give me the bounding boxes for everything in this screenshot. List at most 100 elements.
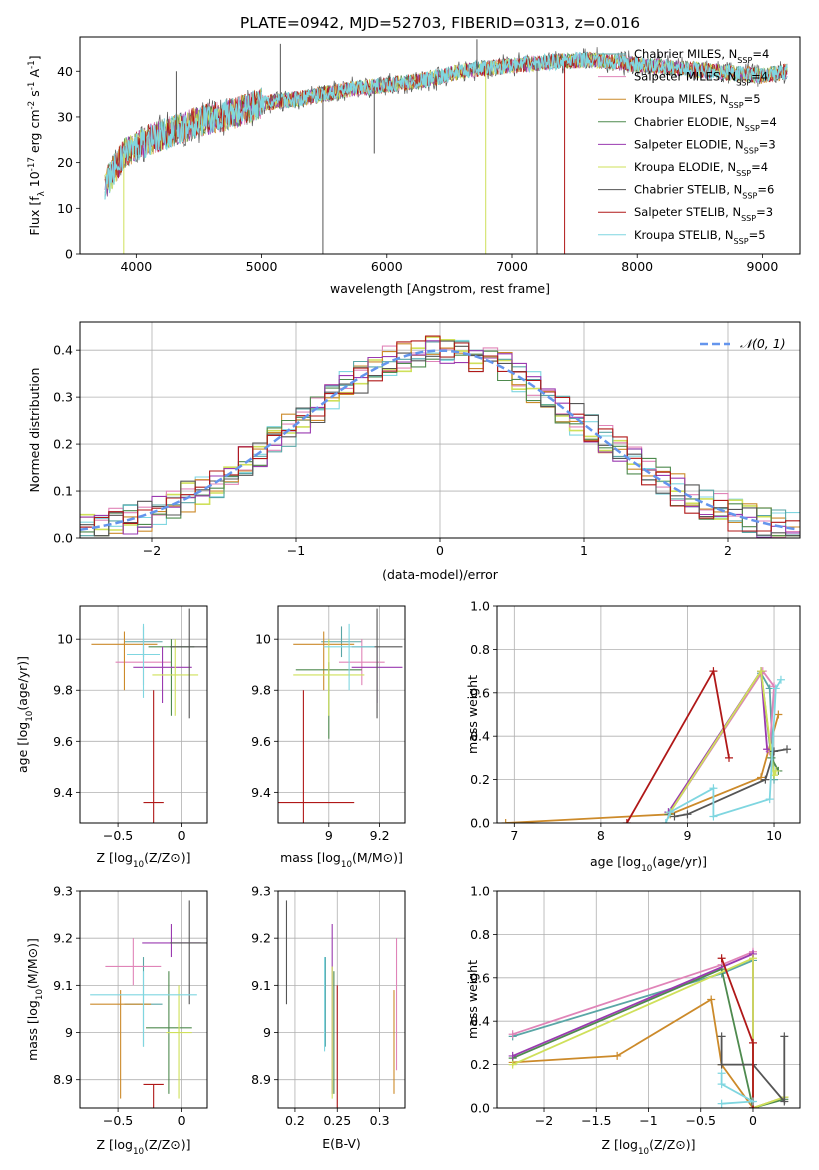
y-tick-label: 8.9 <box>251 1072 271 1087</box>
y-axis-label: Flux [fλ 10-17 erg cm-2 s-1 A-1] <box>27 55 47 235</box>
weight-marker <box>783 745 792 754</box>
weight-marker <box>666 808 675 817</box>
y-tick-label: 0.0 <box>470 1101 490 1116</box>
x-tick-label: 0 <box>178 828 186 843</box>
y-tick-label: 10 <box>255 632 271 647</box>
weight-marker <box>709 784 718 793</box>
panel-mass-vs-EBV: 0.2 0.25 0.3 8.9 9 9.1 9.2 9.3 E(B-V) <box>251 884 406 1151</box>
spectrum-line-5 <box>104 52 788 192</box>
legend-label: Kroupa ELODIE, NSSP=4 <box>634 160 768 178</box>
weight-marker <box>748 1097 757 1106</box>
y-tick-label: 10 <box>57 632 73 647</box>
x-axis-label: (data-model)/error <box>382 567 499 582</box>
axes-frame <box>277 605 406 824</box>
axes-frame <box>79 890 208 1109</box>
y-axis-label: Normed distribution <box>27 368 42 493</box>
weight-marker <box>670 812 679 821</box>
y-axis-label: mass weight <box>465 675 480 754</box>
x-tick-label: 7000 <box>496 259 528 274</box>
y-tick-label: 0.6 <box>470 685 490 700</box>
weight-marker <box>683 810 692 819</box>
y-tick-label: 8.9 <box>53 1072 73 1087</box>
x-tick-label: 9 <box>683 828 691 843</box>
panel-residuals: −2 −1 0 1 2 0.0 0.1 0.2 0.3 0.4 (data-model)/error… <box>27 321 801 582</box>
y-axis-label: mass weight <box>465 960 480 1039</box>
y-tick-label: 1.0 <box>470 599 490 614</box>
x-axis-label: Z [log10(Z/Z⊙)] <box>601 1137 695 1157</box>
panel-spectrum: 4000 5000 6000 7000 8000 9000 0 10 20 30 40 wavelen… <box>27 36 801 296</box>
x-tick-label: −1.5 <box>581 1113 611 1128</box>
y-tick-label: 0.3 <box>53 390 73 405</box>
x-tick-label: 9.2 <box>370 828 390 843</box>
x-tick-label: 0.2 <box>285 1113 305 1128</box>
x-tick-label: 10 <box>766 828 782 843</box>
x-tick-label: 7 <box>510 828 518 843</box>
weight-marker <box>717 1080 726 1089</box>
weight-marker <box>771 684 780 693</box>
plot-area <box>90 900 207 1108</box>
legend-label: Salpeter STELIB, NSSP=3 <box>634 205 773 223</box>
y-tick-label: 0.4 <box>470 1014 490 1029</box>
x-axis-label: Z [log10(Z/Z⊙)] <box>96 1137 190 1157</box>
legend-label: Salpeter MILES, NSSP=4 <box>634 70 768 88</box>
x-tick-label: −0.5 <box>103 828 133 843</box>
legend-label: Kroupa MILES, NSSP=5 <box>634 92 761 110</box>
weight-line-0 <box>669 671 775 813</box>
y-tick-label: 30 <box>57 109 73 124</box>
plot-area <box>91 608 207 823</box>
weight-marker <box>757 773 766 782</box>
x-axis-label: age [log10(age/yr)] <box>590 854 707 874</box>
figure-title: PLATE=0942, MJD=52703, FIBERID=0313, z=0… <box>240 14 640 32</box>
x-tick-label: −1 <box>287 543 305 558</box>
y-tick-label: 0.4 <box>470 729 490 744</box>
y-tick-label: 10 <box>57 201 73 216</box>
weight-marker <box>765 795 774 804</box>
y-tick-label: 9.1 <box>251 978 271 993</box>
weight-marker <box>770 747 779 756</box>
legend-label: 𝒩(0, 1) <box>740 336 786 351</box>
weight-marker <box>508 1030 517 1039</box>
y-tick-label: 0.2 <box>470 1057 490 1072</box>
spectrum-line-8 <box>104 51 788 200</box>
y-tick-label: 9.4 <box>53 785 73 800</box>
y-tick-label: 9.1 <box>53 978 73 993</box>
x-tick-label: 0.3 <box>370 1113 390 1128</box>
weight-marker <box>717 954 726 963</box>
x-tick-label: 0 <box>749 1113 757 1128</box>
y-tick-label: 0.0 <box>470 816 490 831</box>
y-tick-label: 0.0 <box>53 531 73 546</box>
weight-marker <box>757 667 766 676</box>
x-tick-label: 0.25 <box>323 1113 351 1128</box>
weight-marker <box>725 753 734 762</box>
x-tick-label: 8000 <box>621 259 653 274</box>
legend-label: Chabrier ELODIE, NSSP=4 <box>634 115 777 133</box>
axes-frame <box>496 605 801 824</box>
y-tick-label: 0.8 <box>470 927 490 942</box>
legend-label: Salpeter ELODIE, NSSP=3 <box>634 137 776 155</box>
y-tick-label: 9 <box>65 1025 73 1040</box>
y-tick-label: 40 <box>57 64 73 79</box>
y-axis-label: mass [log10(M/M⊙)] <box>25 938 45 1061</box>
weight-marker <box>780 1032 789 1041</box>
x-tick-label: 8 <box>597 828 605 843</box>
weight-marker <box>763 745 772 754</box>
x-tick-label: −0.5 <box>686 1113 716 1128</box>
plot-area <box>508 947 789 1108</box>
axes-frame <box>79 36 801 255</box>
axes-frame <box>277 890 406 1109</box>
x-tick-label: 9 <box>325 828 333 843</box>
weight-marker <box>661 819 670 823</box>
legend-label: Kroupa STELIB, NSSP=5 <box>634 228 766 246</box>
x-tick-label: −2 <box>143 543 161 558</box>
y-tick-label: 9.6 <box>251 734 271 749</box>
y-tick-label: 9.3 <box>251 884 271 899</box>
weight-marker <box>717 1069 726 1078</box>
legend-label: Chabrier MILES, NSSP=4 <box>634 47 769 65</box>
weight-marker <box>622 819 631 823</box>
y-tick-label: 1.0 <box>470 884 490 899</box>
weight-marker <box>508 1060 517 1069</box>
y-tick-label: 9 <box>263 1025 271 1040</box>
x-tick-label: 4000 <box>120 259 152 274</box>
y-tick-label: 0.2 <box>53 437 73 452</box>
